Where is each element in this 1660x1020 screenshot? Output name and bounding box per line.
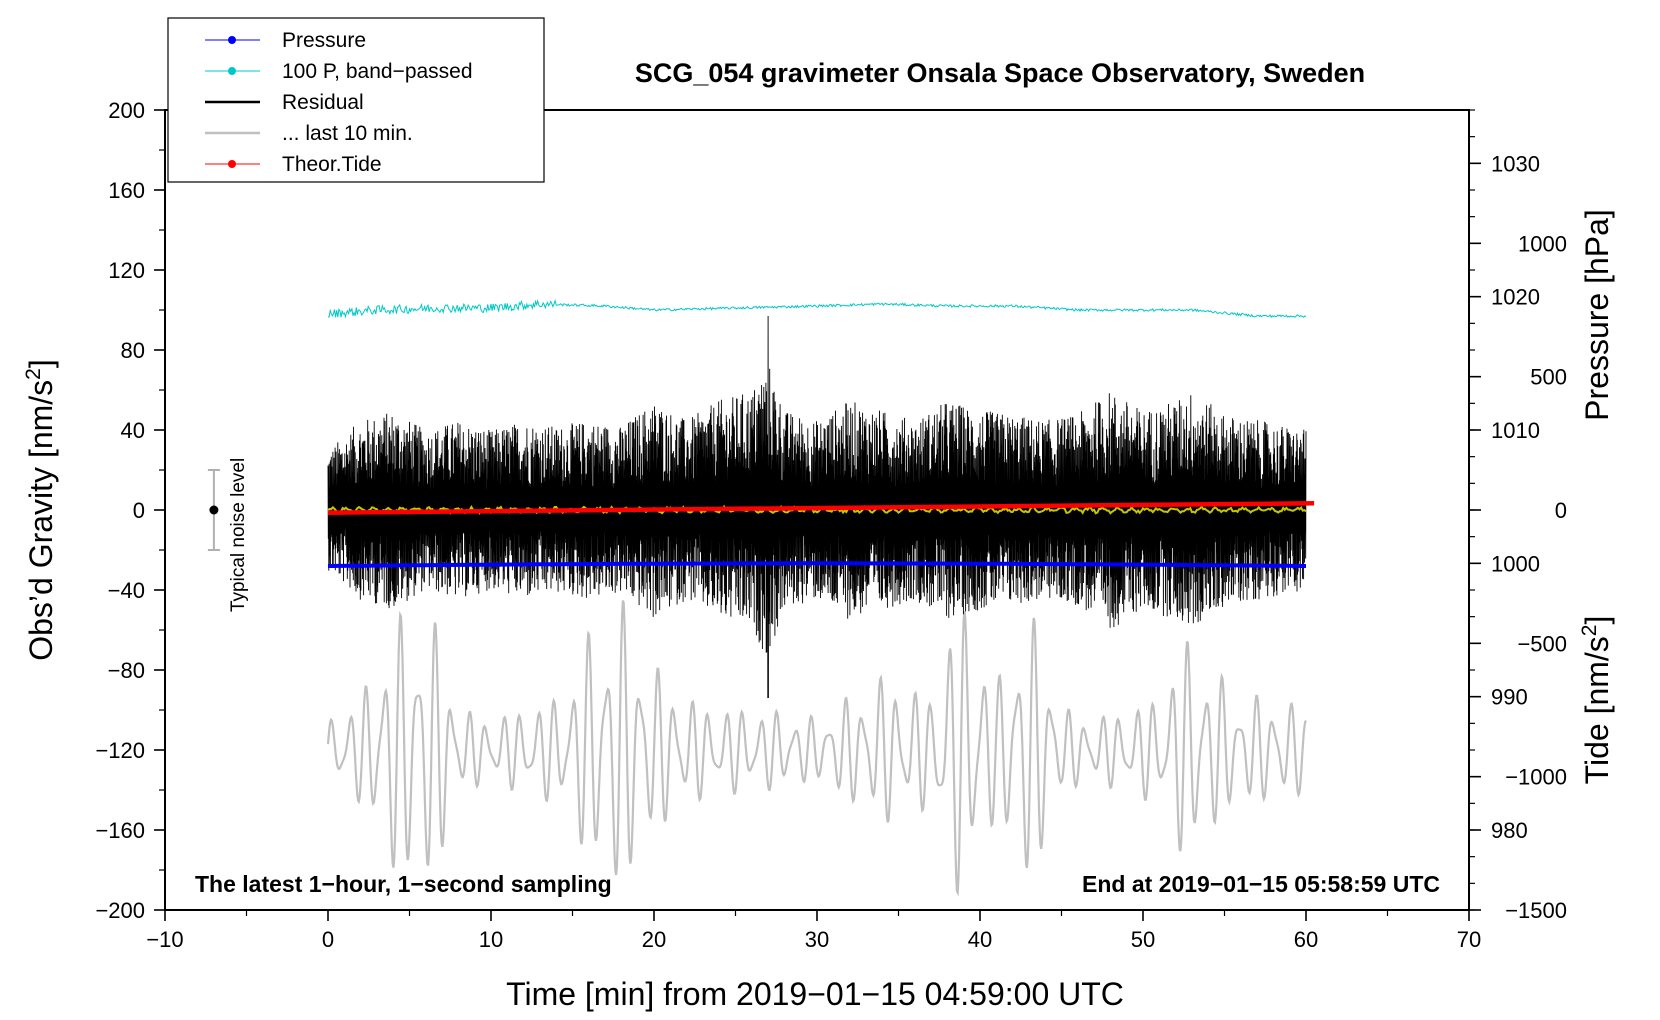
y-tick-label: −160 (95, 818, 145, 843)
series-last-10-min (326, 600, 1307, 897)
x-axis-title: Time [min] from 2019−01−15 04:59:00 UTC (506, 976, 1124, 1012)
y-tick-label: −40 (108, 578, 145, 603)
y-tick-label: −80 (108, 658, 145, 683)
pressure-tick-label: 1010 (1491, 418, 1540, 443)
noise-bar (207, 469, 220, 551)
y-axis-title-tide: Tide [nm/s2] (1578, 616, 1615, 785)
tide-tick-label: −1000 (1505, 765, 1567, 790)
pressure-tick-label: 980 (1491, 818, 1528, 843)
legend-label: Theor.Tide (282, 153, 382, 176)
series-layer (326, 298, 1315, 897)
x-tick-label: 20 (642, 927, 666, 952)
legend-marker (228, 67, 236, 75)
x-tick-label: 30 (805, 927, 829, 952)
legend-label: Residual (282, 91, 364, 114)
legend-label: 100 P, band−passed (282, 60, 473, 83)
tide-tick-label: −500 (1517, 631, 1567, 656)
series-residual (327, 315, 1307, 699)
noise-level-label: Typical noise level (228, 458, 249, 612)
tide-tick-label: 500 (1530, 365, 1567, 390)
y-tick-label: 0 (133, 498, 145, 523)
tide-tick-label: 1000 (1518, 231, 1567, 256)
pressure-tick-label: 1000 (1491, 551, 1540, 576)
annotation-right: End at 2019−01−15 05:58:59 UTC (1082, 871, 1440, 897)
tide-tick-label: 0 (1555, 498, 1567, 523)
pressure-tick-label: 1020 (1491, 285, 1540, 310)
chart-title: SCG_054 gravimeter Onsala Space Observat… (635, 58, 1365, 88)
series-pressure (328, 561, 1306, 568)
y-tick-label: −200 (95, 898, 145, 923)
x-tick-label: 40 (968, 927, 992, 952)
y-axis-title-left: Obs’d Gravity [nm/s2] (22, 359, 59, 661)
y-tick-label: −120 (95, 738, 145, 763)
x-tick-label: 0 (322, 927, 334, 952)
x-tick-label: 70 (1457, 927, 1481, 952)
tide-tick-label: −1500 (1505, 898, 1567, 923)
pressure-tick-label: 1030 (1491, 151, 1540, 176)
pressure-tick-label: 990 (1491, 685, 1528, 710)
legend-box (167, 17, 545, 183)
series-theor-tide (327, 501, 1315, 515)
series-band-passed (327, 298, 1307, 319)
x-tick-label: 60 (1294, 927, 1318, 952)
legend-label: Pressure (282, 29, 366, 52)
legend-marker (228, 160, 236, 168)
legend-marker (228, 36, 236, 44)
legend-label: ... last 10 min. (282, 122, 413, 145)
x-tick-label: 50 (1131, 927, 1155, 952)
y-tick-label: 160 (108, 178, 145, 203)
ticks-layer: −10 0 10 20 30 40 50 60 7020016012080400−40−80−1… (95, 98, 1567, 952)
y-tick-label: 80 (121, 338, 145, 363)
y-axis-title-pressure: Pressure [hPa] (1579, 209, 1615, 421)
x-tick-label: 10 (479, 927, 503, 952)
noise-bar-dot (209, 505, 219, 515)
x-tick-label: −10 (146, 927, 183, 952)
legend: Pressure 100 P, band−passed Residual ... la… (167, 17, 545, 183)
y-tick-label: 200 (108, 98, 145, 123)
y-tick-label: 40 (121, 418, 145, 443)
y-tick-label: 120 (108, 258, 145, 283)
annotation-left: The latest 1−hour, 1−second sampling (195, 871, 612, 897)
